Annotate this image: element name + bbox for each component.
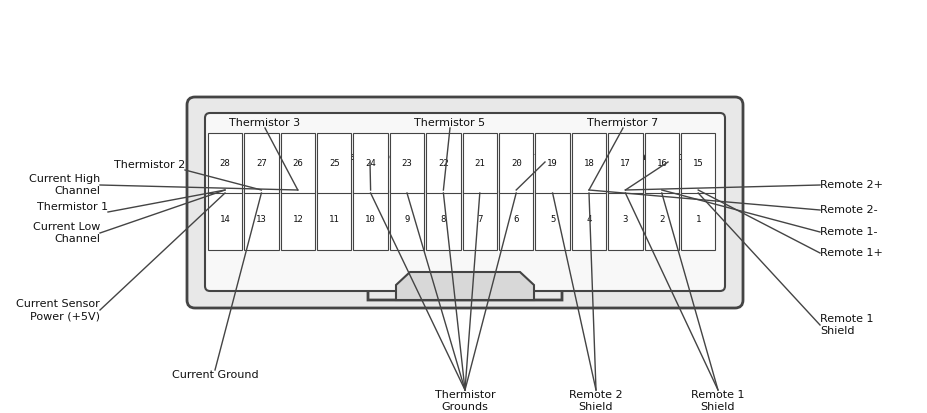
Bar: [244, 190, 278, 250]
Bar: [425, 133, 460, 193]
Text: 11: 11: [328, 216, 339, 225]
Bar: [499, 133, 533, 193]
Text: 4: 4: [586, 216, 591, 225]
Text: Thermistor 8: Thermistor 8: [631, 152, 703, 162]
Bar: [353, 133, 387, 193]
Bar: [280, 190, 314, 250]
Text: 12: 12: [292, 216, 303, 225]
Text: 9: 9: [404, 216, 409, 225]
Text: 25: 25: [328, 159, 339, 168]
Bar: [389, 190, 424, 250]
Text: 14: 14: [220, 216, 230, 225]
Bar: [499, 190, 533, 250]
Text: 19: 19: [547, 159, 557, 168]
Bar: [680, 133, 715, 193]
Text: 24: 24: [365, 159, 375, 168]
Text: 28: 28: [220, 159, 230, 168]
Text: Thermistor 2: Thermistor 2: [114, 160, 184, 170]
Text: Remote 2
Shield: Remote 2 Shield: [568, 390, 622, 413]
Text: 26: 26: [292, 159, 303, 168]
Bar: [317, 133, 351, 193]
Text: 2: 2: [658, 216, 664, 225]
Bar: [317, 190, 351, 250]
Bar: [280, 133, 314, 193]
Bar: [425, 190, 460, 250]
Bar: [389, 133, 424, 193]
Bar: [607, 190, 641, 250]
Bar: [244, 133, 278, 193]
Bar: [680, 190, 715, 250]
Text: 21: 21: [474, 159, 485, 168]
FancyBboxPatch shape: [205, 113, 724, 291]
Text: 18: 18: [583, 159, 593, 168]
Polygon shape: [396, 272, 533, 300]
Text: Current High
Channel: Current High Channel: [29, 174, 100, 196]
Text: Current Low
Channel: Current Low Channel: [32, 222, 100, 244]
Bar: [535, 133, 569, 193]
Text: 22: 22: [438, 159, 449, 168]
Text: Remote 1
Shield: Remote 1 Shield: [819, 314, 872, 336]
Bar: [571, 190, 605, 250]
Text: 17: 17: [619, 159, 630, 168]
Bar: [208, 190, 242, 250]
Text: 5: 5: [550, 216, 554, 225]
Text: Thermistor 1: Thermistor 1: [37, 202, 108, 212]
Bar: [535, 190, 569, 250]
Bar: [462, 190, 497, 250]
Bar: [571, 133, 605, 193]
Bar: [607, 133, 641, 193]
Bar: [353, 190, 387, 250]
Text: Thermistor 4: Thermistor 4: [334, 152, 405, 162]
Bar: [644, 133, 679, 193]
Text: Remote 2+: Remote 2+: [819, 180, 883, 190]
Text: 15: 15: [692, 159, 703, 168]
Text: Remote 2-: Remote 2-: [819, 205, 877, 215]
Polygon shape: [368, 262, 562, 300]
Text: Thermistor 7: Thermistor 7: [587, 118, 658, 128]
Text: Thermistor
Grounds: Thermistor Grounds: [434, 390, 495, 413]
Text: Remote 1
Shield: Remote 1 Shield: [691, 390, 744, 413]
Text: 7: 7: [476, 216, 482, 225]
Text: 3: 3: [622, 216, 628, 225]
Text: 23: 23: [401, 159, 412, 168]
Text: Current Ground: Current Ground: [171, 370, 258, 380]
Text: 1: 1: [694, 216, 700, 225]
Text: 13: 13: [256, 216, 266, 225]
Bar: [644, 190, 679, 250]
Text: 6: 6: [513, 216, 518, 225]
Text: Thermistor 3: Thermistor 3: [229, 118, 300, 128]
Text: Current Sensor
Power (+5V): Current Sensor Power (+5V): [17, 299, 100, 321]
Text: Thermistor 6: Thermistor 6: [509, 152, 580, 162]
Text: Remote 1+: Remote 1+: [819, 248, 882, 258]
Text: Remote 1-: Remote 1-: [819, 227, 877, 237]
Text: 20: 20: [510, 159, 521, 168]
Text: Thermistor 5: Thermistor 5: [414, 118, 485, 128]
Bar: [208, 133, 242, 193]
Text: 10: 10: [365, 216, 375, 225]
Text: 8: 8: [440, 216, 446, 225]
Text: 16: 16: [655, 159, 667, 168]
FancyBboxPatch shape: [187, 97, 743, 308]
Bar: [462, 133, 497, 193]
Text: 27: 27: [256, 159, 266, 168]
